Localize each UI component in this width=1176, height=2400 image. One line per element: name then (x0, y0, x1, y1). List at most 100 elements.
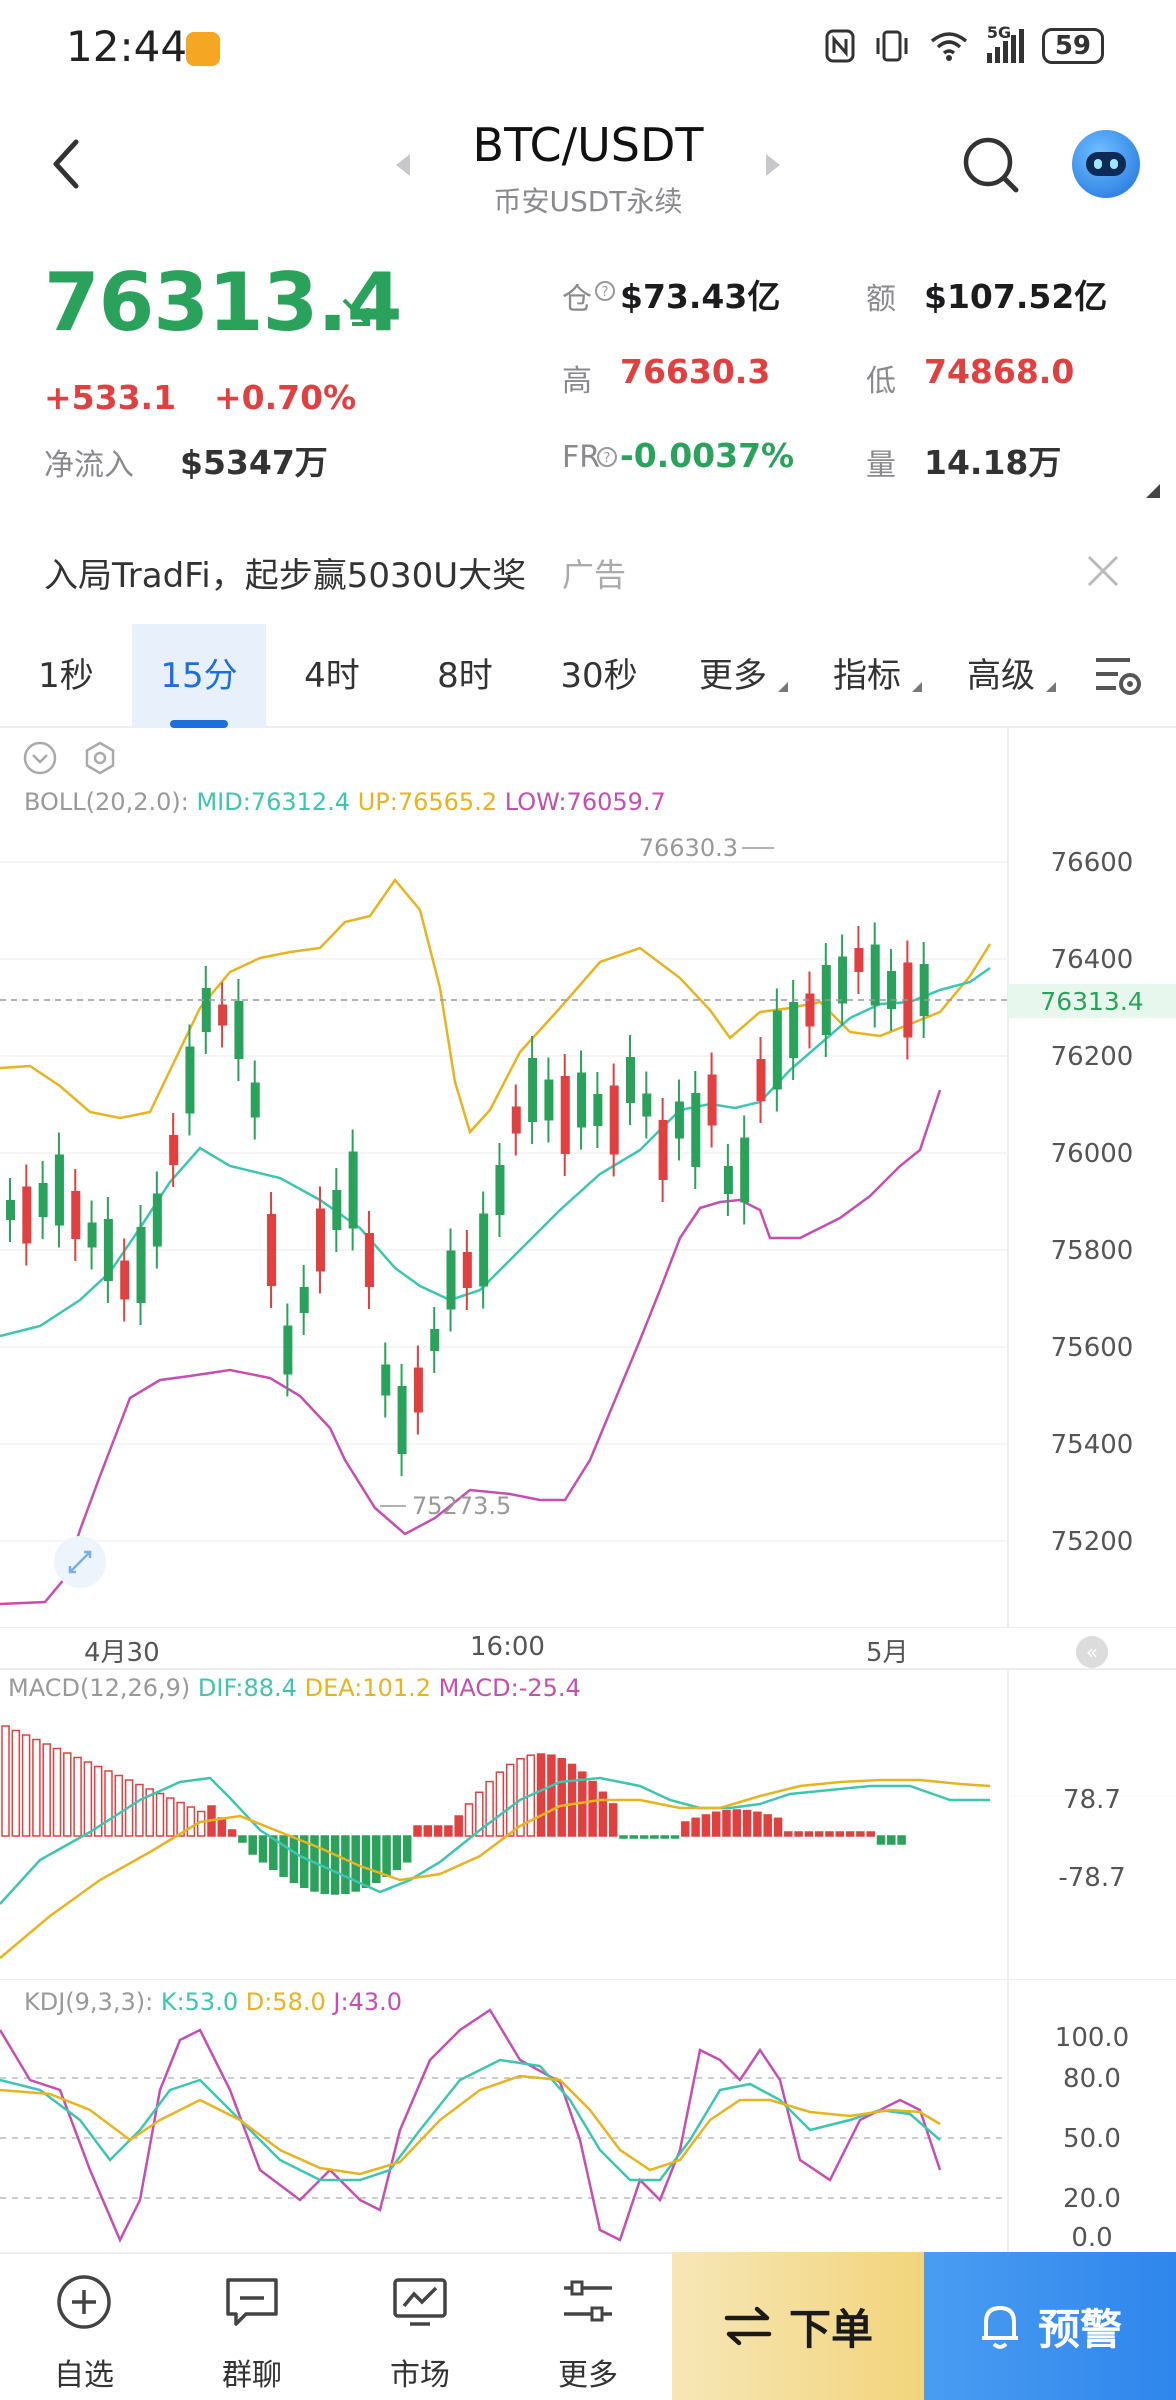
macd-bar (670, 1835, 680, 1839)
macd-bar (598, 1791, 608, 1837)
price-alert-button[interactable]: 预警 (924, 2252, 1176, 2400)
macd-bar (691, 1817, 700, 1837)
place-order-label: 下单 (788, 2304, 873, 2354)
candle-body (446, 1250, 456, 1310)
scroll-to-latest-icon[interactable]: « (1076, 1636, 1108, 1668)
macd-bar (454, 1815, 463, 1837)
macd-bar (413, 1825, 422, 1837)
kdj-k: K:53.0 (160, 1988, 239, 2016)
low-value: 74868.0 (924, 352, 1075, 391)
macd-bar (876, 1835, 886, 1845)
macd-bar (866, 1831, 875, 1837)
macd-bar (588, 1780, 597, 1837)
candle-body (136, 1227, 146, 1303)
boll-low: LOW:76059.7 (504, 788, 666, 816)
macd-chart[interactable]: 78.7 -78.7 (0, 1670, 1176, 1980)
tab-more[interactable]: 更多 (666, 624, 800, 728)
candle-body (299, 1287, 309, 1313)
fullscreen-icon[interactable] (54, 1536, 106, 1588)
prev-pair-icon[interactable] (394, 152, 412, 178)
macd-bar (361, 1835, 371, 1889)
macd-bar (742, 1809, 752, 1837)
collapse-indicator-icon[interactable] (22, 740, 58, 776)
pair-title[interactable]: BTC/USDT (472, 118, 704, 172)
help-icon[interactable]: ? (594, 280, 616, 302)
close-icon[interactable] (1086, 554, 1120, 588)
macd-bar (269, 1835, 278, 1871)
help-icon[interactable]: ? (596, 446, 618, 468)
tab-15m[interactable]: 15分 (132, 624, 266, 728)
kdj-y-tick: 100.0 (1055, 2023, 1129, 2053)
kdj-chart[interactable]: 100.0 80.0 50.0 20.0 0.0 (0, 1980, 1176, 2252)
candle-body (740, 1137, 750, 1203)
expand-corner-icon[interactable] (1146, 484, 1160, 498)
candle-body (560, 1076, 570, 1154)
plus-circle-icon (57, 2275, 111, 2329)
macd-bar (660, 1835, 669, 1839)
tab-1s[interactable]: 1秒 (38, 656, 94, 696)
indicator-settings-icon[interactable] (82, 740, 118, 776)
y-tick-76400: 76400 (1051, 945, 1134, 975)
sliders-icon (564, 2280, 612, 2322)
nav-watchlist[interactable]: 自选 (0, 2254, 168, 2400)
candle-body (789, 1002, 799, 1058)
price-change: +533.1 (44, 378, 177, 417)
tab-30s[interactable]: 30秒 (560, 656, 638, 696)
tab-8h[interactable]: 8时 (437, 656, 493, 696)
search-icon[interactable] (962, 136, 1022, 196)
macd-bar (845, 1831, 855, 1837)
chart-settings-icon[interactable] (1094, 654, 1144, 698)
nav-market[interactable]: 市场 (336, 2254, 504, 2400)
macd-bar (856, 1831, 865, 1837)
price-chart[interactable]: 76313.4 76630.3 75273.5 76600 76400 7620… (0, 728, 1176, 1628)
candle-body (413, 1367, 423, 1413)
high-label: 高 (562, 364, 592, 399)
macd-bar (784, 1831, 793, 1837)
macd-bar (814, 1831, 824, 1837)
nav-more[interactable]: 更多 (504, 2254, 672, 2400)
candle-body (430, 1329, 440, 1351)
candle-body (71, 1191, 81, 1239)
kdj-legend: KDJ(9,3,3): K:53.0 D:58.0 J:43.0 (24, 1988, 402, 2016)
wifi-icon (930, 32, 967, 61)
y-tick-76200: 76200 (1051, 1042, 1134, 1072)
candle-body (756, 1059, 766, 1101)
back-icon[interactable] (48, 136, 84, 192)
nav-group-chat[interactable]: 群聊 (168, 2254, 336, 2400)
candle-body (479, 1213, 489, 1287)
macd-bar (763, 1814, 772, 1837)
tab-4h[interactable]: 4时 (304, 656, 360, 696)
place-order-button[interactable]: 下单 (672, 2252, 924, 2400)
tab-indicators[interactable]: 指标 (800, 624, 934, 728)
candle-body (495, 1165, 505, 1215)
macd-bar (495, 1771, 505, 1837)
candle-body (919, 964, 929, 1016)
macd-bar (887, 1835, 896, 1845)
ad-text[interactable]: 入局TradFi，起步赢5030U大奖 (44, 556, 527, 596)
tab-advanced[interactable]: 高级 (934, 624, 1068, 728)
macd-bar (608, 1803, 618, 1837)
macd-bar (382, 1835, 391, 1877)
robot-assistant-icon[interactable] (1072, 130, 1140, 198)
candle-body (723, 1166, 733, 1194)
macd-bar (753, 1811, 762, 1837)
macd-bar (536, 1753, 546, 1837)
kdj-j-line (0, 2008, 942, 2243)
netflow-label: 净流入 (44, 448, 134, 483)
trend-down-arrow-icon (342, 298, 370, 326)
dropdown-corner-icon (1046, 682, 1056, 692)
candle-body (674, 1101, 684, 1139)
macd-bar (485, 1780, 494, 1837)
candle-body (22, 1186, 32, 1244)
next-pair-icon[interactable] (764, 152, 782, 178)
macd-bar (238, 1835, 247, 1843)
macd-bar (135, 1783, 144, 1837)
candle-body (201, 988, 211, 1032)
macd-bar (711, 1811, 721, 1837)
macd-bar (42, 1743, 51, 1837)
high-value: 76630.3 (620, 352, 771, 391)
battery-indicator: 59 (1041, 28, 1104, 64)
boll-legend: BOLL(20,2.0): MID:76312.4 UP:76565.2 LOW… (24, 788, 666, 816)
candle-body (854, 948, 864, 972)
candle-body (332, 1190, 342, 1230)
